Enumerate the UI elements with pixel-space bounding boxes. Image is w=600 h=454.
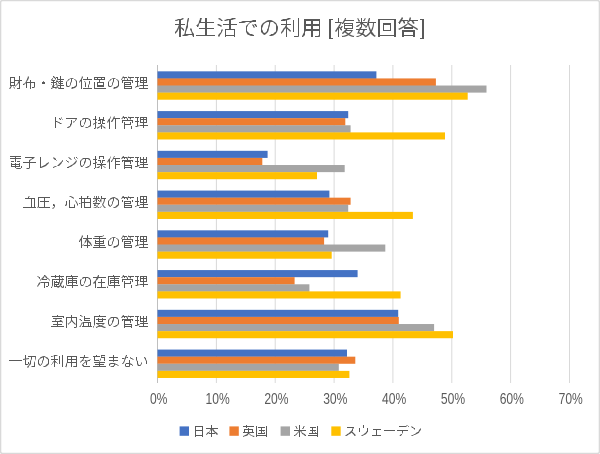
svg-text:40%: 40% xyxy=(382,390,406,408)
svg-text:30%: 30% xyxy=(323,390,347,408)
svg-text:20%: 20% xyxy=(264,390,288,408)
svg-text:70%: 70% xyxy=(559,390,583,408)
svg-text:0%: 0% xyxy=(150,390,167,408)
svg-text:60%: 60% xyxy=(500,390,524,408)
svg-text:10%: 10% xyxy=(206,390,230,408)
svg-text:50%: 50% xyxy=(441,390,465,408)
